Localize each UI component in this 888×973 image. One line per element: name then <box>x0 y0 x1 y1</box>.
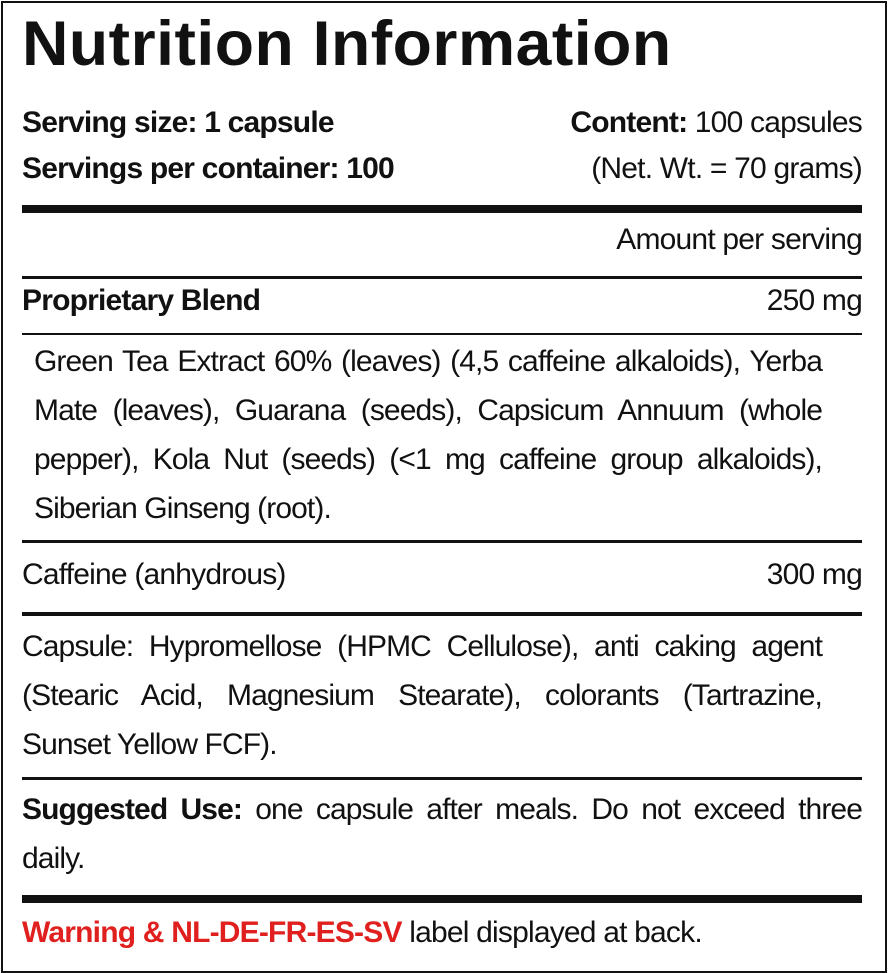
warning-note: Warning & NL-DE-FR-ES-SV label displayed… <box>22 916 703 950</box>
warning-highlight: Warning & NL-DE-FR-ES-SV <box>22 916 402 949</box>
divider <box>22 777 862 780</box>
warning-text: label displayed at back. <box>401 916 702 949</box>
page-title: Nutrition Information <box>22 9 672 79</box>
caffeine-amount: 300 mg <box>766 558 863 591</box>
suggested-use-label: Suggested Use: <box>22 793 243 826</box>
suggested-use: Suggested Use: one capsule after meals. … <box>22 785 863 883</box>
capsule-text: Capsule: Hypromellose (HPMC Cellulose), … <box>22 630 823 761</box>
divider <box>22 276 862 279</box>
net-weight: (Net. Wt. = 70 grams) <box>591 152 863 185</box>
divider <box>22 612 862 616</box>
divider-thick <box>22 895 862 903</box>
serving-size: Serving size: 1 capsule <box>22 106 335 139</box>
servings-per-container: Servings per container: 100 <box>22 152 395 185</box>
divider-thick <box>22 205 862 213</box>
divider-thin <box>22 333 862 335</box>
blend-ingredients: Green Tea Extract 60% (leaves) (4,5 caff… <box>34 345 823 525</box>
content-label: Content: <box>570 106 688 139</box>
blend-amount: 250 mg <box>766 284 863 317</box>
content-value: 100 capsules <box>687 106 863 139</box>
divider <box>22 540 862 543</box>
blend-name: Proprietary Blend <box>22 284 261 317</box>
caffeine-name: Caffeine (anhydrous) <box>22 558 286 591</box>
suggested-use-text: one capsule after meals. Do not exceed t… <box>22 793 863 875</box>
content: Content: 100 capsules <box>570 106 862 140</box>
amount-per-serving: Amount per serving <box>616 223 863 256</box>
